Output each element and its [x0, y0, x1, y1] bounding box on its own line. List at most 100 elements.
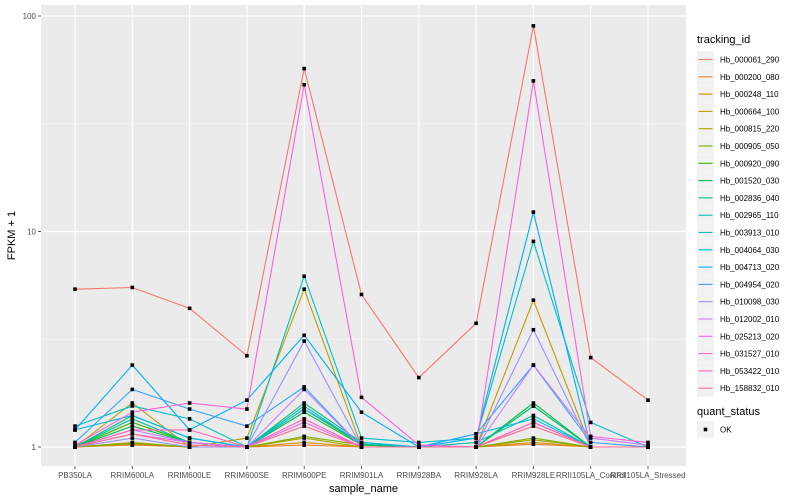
legend-label: Hb_001520_030	[720, 177, 780, 186]
data-point	[531, 401, 536, 405]
data-point	[130, 285, 135, 290]
legend-item: Hb_000061_290	[697, 51, 780, 68]
data-point	[474, 321, 478, 326]
legend-label: Hb_012002_010	[720, 315, 780, 324]
data-point	[531, 79, 536, 83]
data-point	[302, 434, 306, 439]
data-point	[187, 436, 192, 440]
data-point	[531, 24, 536, 28]
data-point	[359, 292, 364, 297]
legend-label: Hb_000200_080	[720, 73, 780, 82]
data-point	[245, 424, 249, 428]
data-point	[359, 445, 364, 449]
data-point	[130, 428, 135, 432]
legend-item: Hb_000248_110	[697, 85, 779, 103]
legend-label: Hb_053422_010	[720, 367, 780, 376]
data-point	[417, 445, 421, 449]
data-point	[187, 445, 192, 449]
data-point	[130, 424, 135, 428]
data-point	[187, 440, 192, 445]
data-point	[531, 420, 536, 425]
data-point	[474, 432, 478, 436]
legend-item: Hb_000905_050	[697, 137, 780, 155]
legend-items: Hb_000061_290 Hb_000200_080 Hb_000248_110 H…	[697, 51, 780, 397]
legend-item: Hb_000920_090	[697, 154, 780, 172]
y-tick-label: 100	[23, 12, 37, 21]
legend-label: Hb_000815_220	[720, 125, 780, 134]
data-point	[130, 363, 135, 367]
x-axis: PB350LA RRIM600LA RRIM600LE RRIM600SE RRIM60…	[58, 466, 686, 480]
legend-label: Hb_025213_020	[720, 332, 780, 341]
data-point	[302, 274, 306, 279]
data-point	[302, 387, 306, 392]
x-tick-label: RRIM901LA	[340, 471, 384, 480]
legend-label: Hb_000920_090	[720, 159, 780, 168]
data-point	[245, 353, 249, 358]
legend-label: Hb_002836_040	[720, 194, 780, 203]
legend-label: Hb_010098_030	[720, 298, 780, 307]
data-point	[302, 404, 306, 408]
legend-item: Hb_004713_020	[697, 258, 780, 276]
data-point	[474, 436, 478, 440]
data-point	[187, 443, 192, 447]
data-point	[187, 428, 192, 432]
data-point	[302, 287, 306, 291]
data-point	[531, 417, 536, 421]
data-point	[474, 445, 478, 449]
y-axis: 1 10 100	[23, 12, 41, 452]
data-point	[646, 445, 650, 449]
data-point	[359, 436, 364, 440]
x-tick-label: RRIM600SE	[225, 471, 269, 480]
legend: tracking_id Hb_000061_290Hb_000200_080Hb…	[697, 34, 780, 438]
data-point	[73, 443, 77, 447]
data-point	[588, 445, 593, 449]
data-point	[130, 417, 135, 421]
data-point	[130, 436, 135, 440]
data-point	[588, 355, 593, 360]
x-tick-label: RRIM928BA	[397, 471, 442, 480]
data-point	[531, 440, 536, 445]
x-tick-label: RRIM600PE	[282, 471, 326, 480]
data-point	[302, 401, 306, 405]
legend-label: Hb_002965_110	[720, 211, 779, 220]
legend-item: Hb_010098_030	[697, 293, 780, 311]
data-point	[417, 440, 421, 445]
data-point	[130, 410, 135, 415]
legend-item: Hb_000200_080	[697, 68, 780, 86]
data-point	[130, 404, 135, 408]
grid-minor	[41, 123, 686, 340]
data-point	[130, 387, 135, 392]
x-tick-label: RRII105LA_Stressed	[610, 471, 685, 480]
data-point	[531, 363, 536, 367]
plot-panel	[41, 5, 686, 466]
x-tick-label: RRII105LA_Control	[556, 471, 626, 480]
data-point	[646, 398, 650, 402]
x-tick-label: RRIM928LA	[454, 471, 498, 480]
data-point	[302, 82, 306, 87]
legend-item: Hb_053422_010	[697, 362, 780, 380]
legend-title-tracking-id: tracking_id	[697, 34, 750, 46]
data-point	[73, 440, 77, 445]
data-point	[130, 432, 135, 436]
legend-item: Hb_002965_110	[697, 206, 779, 224]
legend-label: Hb_003913_010	[720, 229, 780, 238]
data-point	[531, 413, 536, 418]
data-point	[531, 404, 536, 408]
data-point	[646, 440, 650, 445]
data-point	[531, 424, 536, 428]
data-point	[302, 410, 306, 415]
x-tick-label: RRIM600LE	[168, 471, 212, 480]
legend-label: Hb_000664_100	[720, 107, 780, 116]
data-point	[531, 327, 536, 332]
data-point	[245, 436, 249, 440]
data-point	[187, 401, 192, 405]
x-tick-label: RRIM600LA	[111, 471, 155, 480]
y-axis-title: FPKM + 1	[6, 211, 18, 260]
grid-major	[41, 5, 686, 466]
x-tick-label: PB350LA	[58, 471, 92, 480]
data-point	[302, 66, 306, 71]
data-point	[531, 298, 536, 302]
x-tick-label: RRIM928LE	[512, 471, 556, 480]
data-point	[359, 395, 364, 400]
data-point	[474, 440, 478, 445]
